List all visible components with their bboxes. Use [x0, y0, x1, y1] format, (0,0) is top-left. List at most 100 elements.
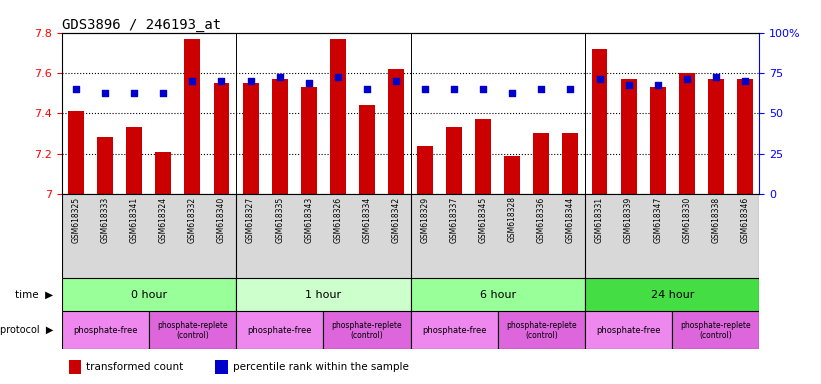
Text: percentile rank within the sample: percentile rank within the sample — [232, 362, 408, 372]
Text: GDS3896 / 246193_at: GDS3896 / 246193_at — [62, 18, 221, 31]
Point — [389, 78, 402, 84]
Text: GSM618332: GSM618332 — [188, 197, 197, 243]
Point — [215, 78, 228, 84]
Text: GSM618333: GSM618333 — [101, 197, 110, 243]
Bar — [68, 360, 81, 374]
Text: transformed count: transformed count — [86, 362, 183, 372]
Text: GSM618329: GSM618329 — [420, 197, 429, 243]
Text: GSM618344: GSM618344 — [566, 197, 575, 243]
Bar — [562, 134, 579, 194]
Text: GSM618325: GSM618325 — [71, 197, 80, 243]
Text: GSM618335: GSM618335 — [275, 197, 284, 243]
Bar — [585, 278, 759, 311]
Bar — [475, 119, 491, 194]
Bar — [737, 79, 753, 194]
Text: GSM618347: GSM618347 — [654, 197, 663, 243]
Point — [534, 86, 548, 92]
Bar — [417, 146, 433, 194]
Text: GSM618328: GSM618328 — [507, 197, 516, 242]
Text: growth protocol  ▶: growth protocol ▶ — [0, 325, 53, 335]
Bar — [621, 79, 636, 194]
Point — [128, 90, 141, 96]
Text: GSM618324: GSM618324 — [158, 197, 167, 243]
Text: phosphate-replete
(control): phosphate-replete (control) — [681, 321, 751, 340]
Bar — [388, 69, 404, 194]
Point — [331, 74, 344, 80]
Bar — [242, 83, 259, 194]
Point — [622, 82, 635, 88]
Text: 1 hour: 1 hour — [305, 290, 342, 300]
Bar — [149, 311, 236, 349]
Text: phosphate-replete
(control): phosphate-replete (control) — [332, 321, 402, 340]
Bar — [672, 311, 759, 349]
Bar — [498, 311, 585, 349]
Bar — [68, 111, 84, 194]
Text: phosphate-free: phosphate-free — [422, 326, 486, 335]
Bar — [97, 137, 113, 194]
Point — [564, 86, 577, 92]
Bar — [679, 73, 695, 194]
Bar — [272, 79, 287, 194]
Text: GSM618327: GSM618327 — [246, 197, 255, 243]
Bar — [62, 311, 149, 349]
Bar — [649, 87, 666, 194]
Bar — [708, 79, 724, 194]
Text: GSM618339: GSM618339 — [624, 197, 633, 243]
Point — [651, 82, 664, 88]
Bar — [213, 83, 230, 194]
Text: phosphate-free: phosphate-free — [73, 326, 137, 335]
Text: phosphate-free: phosphate-free — [596, 326, 661, 335]
Bar — [236, 278, 410, 311]
Text: time  ▶: time ▶ — [16, 290, 53, 300]
Bar — [585, 311, 672, 349]
Bar — [323, 311, 410, 349]
Point — [738, 78, 751, 84]
Text: 6 hour: 6 hour — [479, 290, 516, 300]
Point — [477, 86, 490, 92]
Bar — [215, 360, 227, 374]
Bar — [534, 134, 549, 194]
Bar — [591, 49, 608, 194]
Point — [273, 74, 287, 80]
Point — [447, 86, 461, 92]
Bar — [410, 311, 498, 349]
Point — [593, 76, 606, 82]
Point — [419, 86, 432, 92]
Text: GSM618330: GSM618330 — [682, 197, 691, 243]
Text: GSM618343: GSM618343 — [305, 197, 314, 243]
Bar — [62, 278, 236, 311]
Bar — [300, 87, 317, 194]
Text: GSM618331: GSM618331 — [595, 197, 604, 243]
Bar — [410, 278, 585, 311]
Text: GSM618334: GSM618334 — [362, 197, 371, 243]
Bar — [126, 127, 142, 194]
Bar — [155, 152, 172, 194]
Point — [70, 86, 83, 92]
Point — [506, 90, 519, 96]
Text: GSM618336: GSM618336 — [537, 197, 546, 243]
Point — [360, 86, 374, 92]
Point — [680, 76, 693, 82]
Text: GSM618338: GSM618338 — [711, 197, 720, 243]
Text: GSM618342: GSM618342 — [392, 197, 401, 243]
Point — [709, 74, 722, 80]
Point — [302, 80, 315, 86]
Text: GSM618341: GSM618341 — [130, 197, 139, 243]
Text: 24 hour: 24 hour — [650, 290, 694, 300]
Text: GSM618340: GSM618340 — [217, 197, 226, 243]
Point — [99, 90, 112, 96]
Bar — [446, 127, 462, 194]
Point — [157, 90, 170, 96]
Bar — [236, 311, 323, 349]
Point — [186, 78, 199, 84]
Text: phosphate-replete
(control): phosphate-replete (control) — [157, 321, 227, 340]
Text: phosphate-replete
(control): phosphate-replete (control) — [506, 321, 576, 340]
Bar — [359, 105, 375, 194]
Bar — [504, 156, 521, 194]
Text: 0 hour: 0 hour — [131, 290, 167, 300]
Text: GSM618346: GSM618346 — [741, 197, 750, 243]
Text: GSM618326: GSM618326 — [333, 197, 342, 243]
Point — [244, 78, 257, 84]
Text: GSM618337: GSM618337 — [450, 197, 459, 243]
Bar — [330, 39, 346, 194]
